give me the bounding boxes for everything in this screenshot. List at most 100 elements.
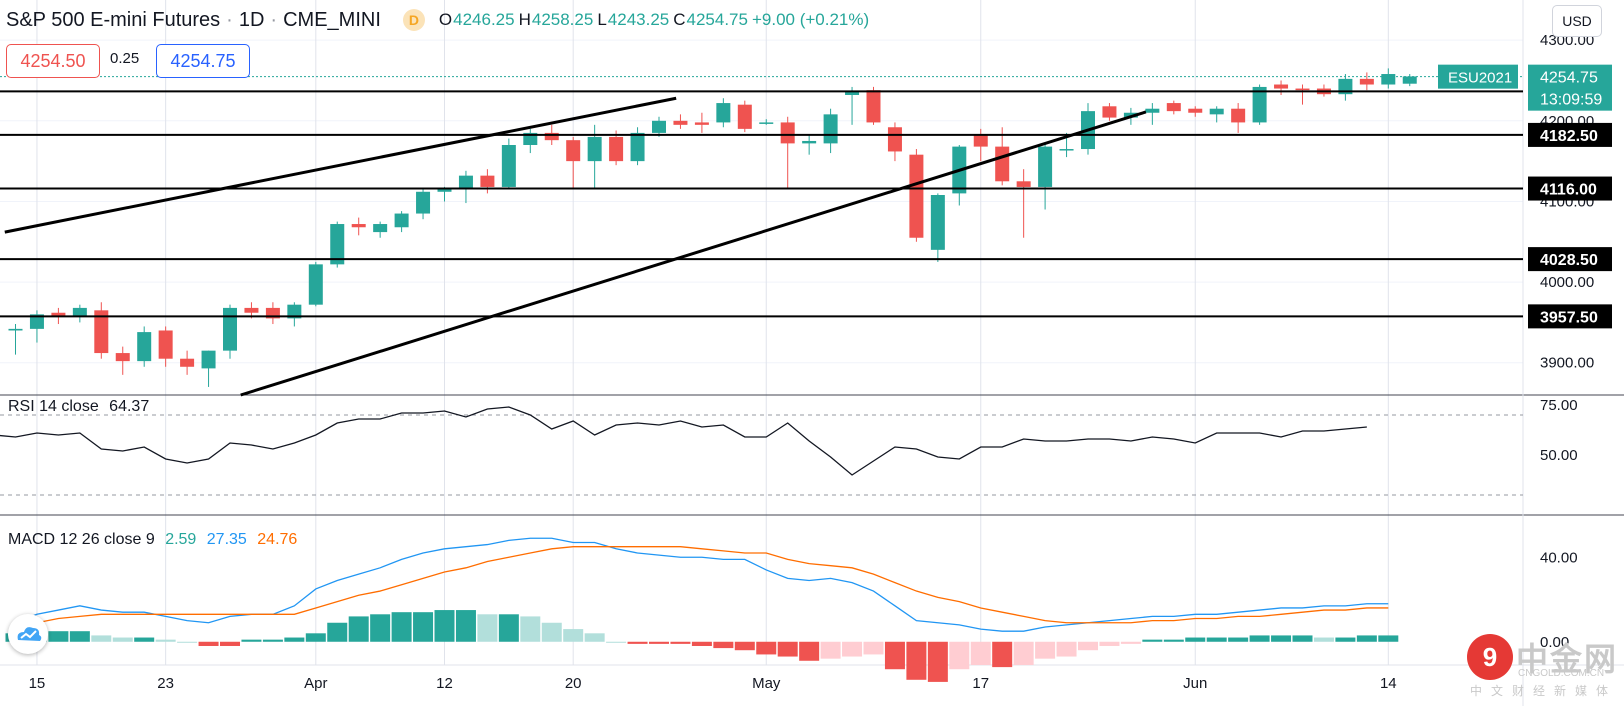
price-axis[interactable]: 3900.004000.004100.004200.004300.004236.… xyxy=(1438,32,1612,651)
macd-histogram-bar xyxy=(1185,637,1206,642)
price-tick-label: 4000.00 xyxy=(1540,274,1594,291)
macd-histogram-bar xyxy=(949,641,970,670)
candle-body xyxy=(373,224,388,233)
macd-legend[interactable]: MACD 12 26 close 9 2.59 27.35 24.76 xyxy=(8,531,297,549)
price-change: +9.00 (+0.21%) xyxy=(751,10,870,29)
macd-histogram-bar xyxy=(1206,637,1227,642)
macd-histogram-bar xyxy=(477,614,498,642)
candle-body xyxy=(973,135,988,147)
macd-histogram-bar xyxy=(734,641,755,651)
candle-body xyxy=(694,122,709,125)
close-key: C xyxy=(673,10,686,29)
candle-body xyxy=(995,146,1010,182)
candle-body xyxy=(137,332,152,362)
separator-dot: · xyxy=(226,8,233,31)
macd-histogram-bar xyxy=(1249,635,1270,642)
candle-body xyxy=(930,195,945,250)
sell-price-button[interactable]: 4254.50 xyxy=(6,44,100,78)
candle-body xyxy=(158,330,173,359)
macd-histogram-bar xyxy=(670,641,691,644)
macd-histogram-bar xyxy=(241,639,262,642)
macd-histogram-bar xyxy=(756,641,777,655)
macd-histogram-bar xyxy=(91,635,112,642)
candle-body xyxy=(29,314,44,329)
candle-body xyxy=(1274,84,1289,89)
currency-button[interactable]: USD xyxy=(1552,5,1602,37)
separator-dot: · xyxy=(270,8,278,31)
candle-body xyxy=(845,91,860,95)
macd-tick-label: 40.00 xyxy=(1540,549,1578,566)
ohlc-low: L4243.25 xyxy=(597,10,669,30)
candle-body xyxy=(265,307,280,319)
macd-histogram-bar xyxy=(391,612,412,642)
exchange-label: CME_MINI xyxy=(283,8,381,31)
candle-body xyxy=(1295,88,1310,91)
macd-histogram-bar xyxy=(177,641,198,643)
candle-body xyxy=(480,175,495,187)
candle-body xyxy=(1381,74,1396,85)
time-axis[interactable]: 15 23 Apr 12 20 May 17 Jun 14 xyxy=(29,675,1397,692)
rsi-legend[interactable]: RSI 14 close 64.37 xyxy=(8,398,149,416)
buy-price-button[interactable]: 4254.75 xyxy=(156,44,250,78)
macd-histogram-bar xyxy=(455,610,476,642)
candle-body xyxy=(115,353,130,362)
macd-histogram-bar xyxy=(1313,637,1334,642)
level-label: 4116.00 xyxy=(1540,182,1597,199)
candle-body xyxy=(1338,78,1353,95)
candle-body xyxy=(1252,86,1267,123)
macd-histogram-bar xyxy=(1056,641,1077,657)
open-key: O xyxy=(438,10,453,29)
price-tag-value: 4254.75 xyxy=(1540,70,1598,87)
macd-histogram-bar xyxy=(262,639,283,642)
macd-legend-macd: 27.35 xyxy=(206,531,247,548)
delayed-data-badge[interactable]: D xyxy=(402,9,425,31)
price-tag-bg xyxy=(1528,64,1612,111)
macd-histogram-bar xyxy=(413,612,434,642)
high-key: H xyxy=(518,10,531,29)
candle-body xyxy=(1059,149,1074,151)
candle-body xyxy=(523,132,538,145)
macd-histogram-bar xyxy=(563,629,584,642)
candle-body xyxy=(223,307,237,351)
time-tick-label: 17 xyxy=(972,675,989,692)
candle-body xyxy=(652,120,666,133)
candle-body xyxy=(802,140,817,144)
rsi-legend-label: RSI 14 close xyxy=(8,398,99,415)
signal-line xyxy=(15,546,1389,630)
symbol-tag-bg xyxy=(1438,64,1518,89)
macd-legend-label: MACD 12 26 close 9 xyxy=(8,531,155,548)
symbol-name[interactable]: S&P 500 E-mini Futures xyxy=(6,8,221,31)
macd-histogram-bar xyxy=(520,616,541,642)
macd-histogram-bar xyxy=(134,637,155,642)
macd-tick-label: 0.00 xyxy=(1540,634,1569,651)
macd-histogram-bar xyxy=(370,614,391,642)
candle-body xyxy=(823,114,838,144)
candle-body xyxy=(437,189,452,192)
horizontal-levels xyxy=(0,76,1523,318)
candle-body xyxy=(1359,78,1374,85)
macd-histogram-bar xyxy=(1335,637,1356,642)
candle-body xyxy=(180,358,195,367)
macd-histogram-bar xyxy=(884,641,905,670)
level-label-bg xyxy=(1528,247,1612,272)
level-label-bg xyxy=(1528,304,1612,329)
interval-label[interactable]: 1D xyxy=(238,8,265,31)
time-tick-label: Jun xyxy=(1183,675,1207,692)
macd-histogram-bar xyxy=(434,610,455,642)
macd-histogram-bar xyxy=(1163,639,1184,642)
watermark-logo: 9 xyxy=(1467,634,1513,680)
candle-body xyxy=(1145,108,1160,113)
macd-histogram-bar xyxy=(1378,635,1399,642)
rsi-line xyxy=(0,406,1367,476)
candle-body xyxy=(51,312,66,316)
candle-body xyxy=(1038,146,1053,187)
candle-body xyxy=(737,104,752,129)
snapshot-button[interactable] xyxy=(8,614,48,654)
candle-body xyxy=(1016,181,1031,187)
macd-histogram-bar xyxy=(498,614,519,642)
candle-body xyxy=(501,145,516,187)
candle-body xyxy=(1188,108,1203,113)
macd-histogram-bar xyxy=(627,641,648,644)
